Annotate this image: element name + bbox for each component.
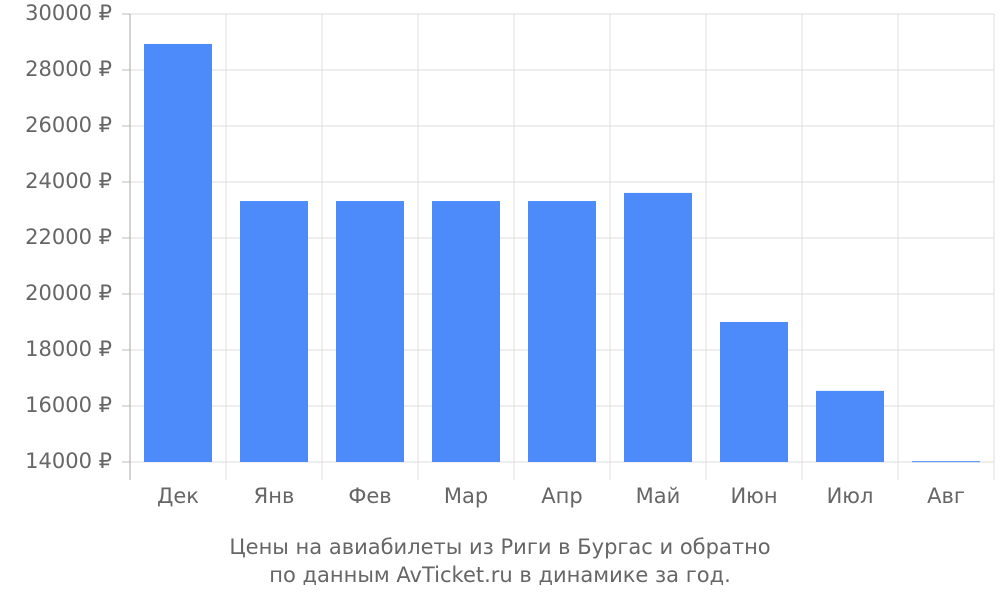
bar <box>720 322 788 462</box>
bar <box>528 201 596 463</box>
chart-subtitle: по данным AvTicket.ru в динамике за год. <box>269 563 731 587</box>
y-tick-label: 18000 ₽ <box>25 337 112 361</box>
y-tick-label: 14000 ₽ <box>25 449 112 473</box>
x-tick-label: Фев <box>348 484 391 508</box>
bar <box>336 201 404 463</box>
y-tick-label: 30000 ₽ <box>25 1 112 25</box>
bar <box>144 43 212 463</box>
chart-title: Цены на авиабилеты из Риги в Бургас и об… <box>229 535 770 559</box>
x-tick-label: Авг <box>927 484 965 508</box>
y-tick-label: 22000 ₽ <box>25 225 112 249</box>
x-tick-label: Май <box>636 484 681 508</box>
x-tick-label: Мар <box>444 484 488 508</box>
bar <box>912 461 980 463</box>
x-tick-label: Дек <box>157 484 199 508</box>
y-tick-label: 20000 ₽ <box>25 281 112 305</box>
x-tick-label: Апр <box>541 484 582 508</box>
bar <box>816 390 884 462</box>
y-tick-label: 26000 ₽ <box>25 113 112 137</box>
x-tick-label: Июл <box>827 484 874 508</box>
y-tick-label: 16000 ₽ <box>25 393 112 417</box>
bar <box>240 201 308 463</box>
bar <box>624 192 692 463</box>
y-tick-label: 28000 ₽ <box>25 57 112 81</box>
x-tick-label: Янв <box>254 484 295 508</box>
x-tick-label: Июн <box>730 484 777 508</box>
bar <box>432 201 500 463</box>
y-tick-label: 24000 ₽ <box>25 169 112 193</box>
